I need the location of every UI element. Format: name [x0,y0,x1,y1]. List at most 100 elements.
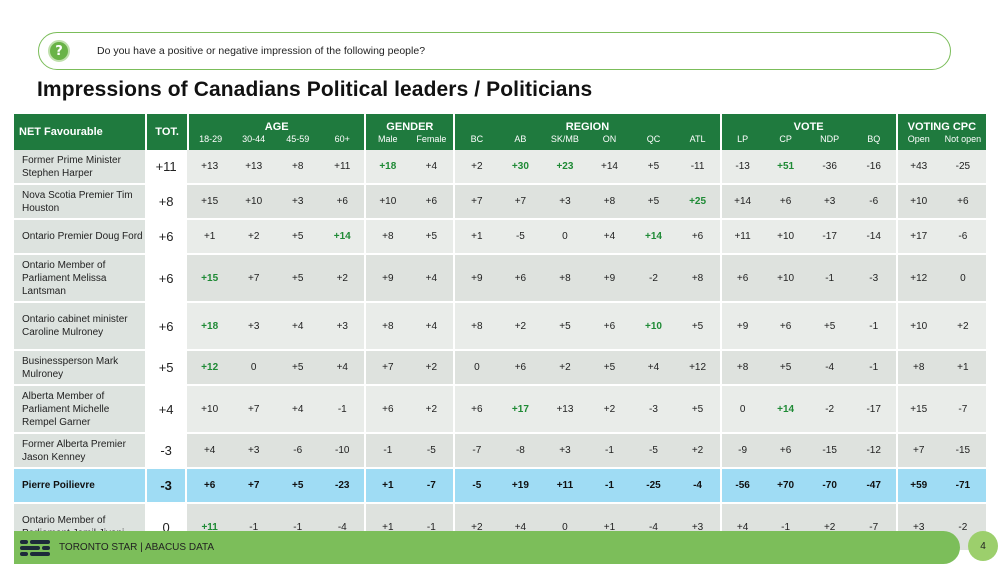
table-cell: +11 [542,469,588,504]
row-label: Businessperson Mark Mulroney [14,351,146,386]
table-cell: +8 [587,185,632,220]
table-cell: +6 [364,386,410,434]
table-cell: -23 [320,469,365,504]
table-cell: +5 [587,351,632,386]
table-cell: +59 [895,469,940,504]
page-title: Impressions of Canadians Political leade… [37,78,593,101]
table-row: Pierre Poilievre -3 +6 +7 +5 -23 +1 -7 -5 +19 +11-… [14,469,986,504]
table-cell: +7 [232,469,276,504]
total-value: -3 [145,469,188,504]
table-cell: +5 [631,150,676,185]
table-cell: +8 [719,351,764,386]
results-table: NET Favourable TOT. AGE GENDER REGION VO… [14,114,986,552]
table-cell: -6 [275,434,321,469]
table-cell: -3 [631,386,676,434]
table-row: Ontario Premier Doug Ford +6 +1 +2 +5 +14 +8 +5… [14,220,986,255]
total-value: +6 [145,255,188,303]
table-cell: +6 [409,185,454,220]
table-cell: +8 [364,303,410,351]
table-cell: -1 [320,386,365,434]
table-row: Alberta Member of Parliament Michelle Re… [14,386,986,434]
table-cell: +3 [232,434,276,469]
table-cell: +11 [719,220,764,255]
row-label: Nova Scotia Premier Tim Houston [14,185,146,220]
table-cell: +4 [187,434,233,469]
table-cell: +14 [763,386,808,434]
table-cell: +13 [187,150,233,185]
table-row: Ontario Member of Parliament Melissa Lan… [14,255,986,303]
table-cell: +12 [675,351,720,386]
table-cell: +14 [719,185,764,220]
table-cell: +9 [719,303,764,351]
total-value: +4 [145,386,188,434]
footer-bar: TORONTO STAR | ABACUS DATA [14,531,960,564]
table-cell: +11 [320,150,365,185]
age-column-header: 45-59 [275,133,321,150]
table-cell: +1 [939,351,986,386]
table-cell: +4 [587,220,632,255]
table-cell: -4 [807,351,852,386]
table-cell: +5 [807,303,852,351]
table-cell: +14 [631,220,676,255]
table-cell: +8 [275,150,321,185]
table-cell: +43 [895,150,940,185]
table-row: Ontario cabinet minister Caroline Mulron… [14,303,986,351]
total-value: +6 [145,303,188,351]
region-column-header: AB [498,133,543,150]
table-cell: +6 [453,386,499,434]
table-cell: +8 [542,255,588,303]
table-cell: -6 [939,220,986,255]
table-cell: +10 [631,303,676,351]
table-cell: -1 [587,434,632,469]
table-cell: +51 [763,150,808,185]
table-cell: +10 [763,255,808,303]
table-cell: -70 [807,469,852,504]
table-cell: +6 [719,255,764,303]
table-cell: +3 [232,303,276,351]
table-cell: +6 [763,303,808,351]
table-cell: +6 [763,185,808,220]
voting-cpc-column-header: Open [895,133,940,150]
table-cell: +4 [409,150,454,185]
vote-column-header: BQ [851,133,896,150]
table-cell: +4 [275,303,321,351]
table-cell: -71 [939,469,986,504]
table-cell: +6 [587,303,632,351]
table-cell: +2 [320,255,365,303]
table-cell: -36 [807,150,852,185]
table-cell: -5 [498,220,543,255]
table-cell: +70 [763,469,808,504]
table-cell: -9 [719,434,764,469]
age-group-header: AGE [187,114,365,133]
table-cell: -17 [851,386,896,434]
table-cell: +3 [275,185,321,220]
table-cell: -12 [851,434,896,469]
region-group-header: REGION [453,114,720,133]
row-label: Ontario Member of Parliament Melissa Lan… [14,255,146,303]
gender-column-header: Male [364,133,410,150]
table-cell: -16 [851,150,896,185]
table-cell: +7 [895,434,940,469]
vote-column-header: CP [763,133,808,150]
row-label: Ontario cabinet minister Caroline Mulron… [14,303,146,351]
table-cell: +5 [275,469,321,504]
table-cell: +8 [364,220,410,255]
table-cell: 0 [719,386,764,434]
table-cell: -10 [320,434,365,469]
table-cell: +6 [187,469,233,504]
table-cell: +14 [320,220,365,255]
vote-group-header: VOTE [719,114,896,133]
total-value: +6 [145,220,188,255]
table-cell: -5 [631,434,676,469]
table-cell: +6 [939,185,986,220]
table-cell: +2 [498,303,543,351]
row-label: Alberta Member of Parliament Michelle Re… [14,386,146,434]
total-value: -3 [145,434,188,469]
table-cell: +14 [587,150,632,185]
table-cell: -6 [851,185,896,220]
table-cell: -7 [453,434,499,469]
table-cell: 0 [232,351,276,386]
table-cell: -8 [498,434,543,469]
table-cell: +4 [631,351,676,386]
table-cell: +8 [453,303,499,351]
